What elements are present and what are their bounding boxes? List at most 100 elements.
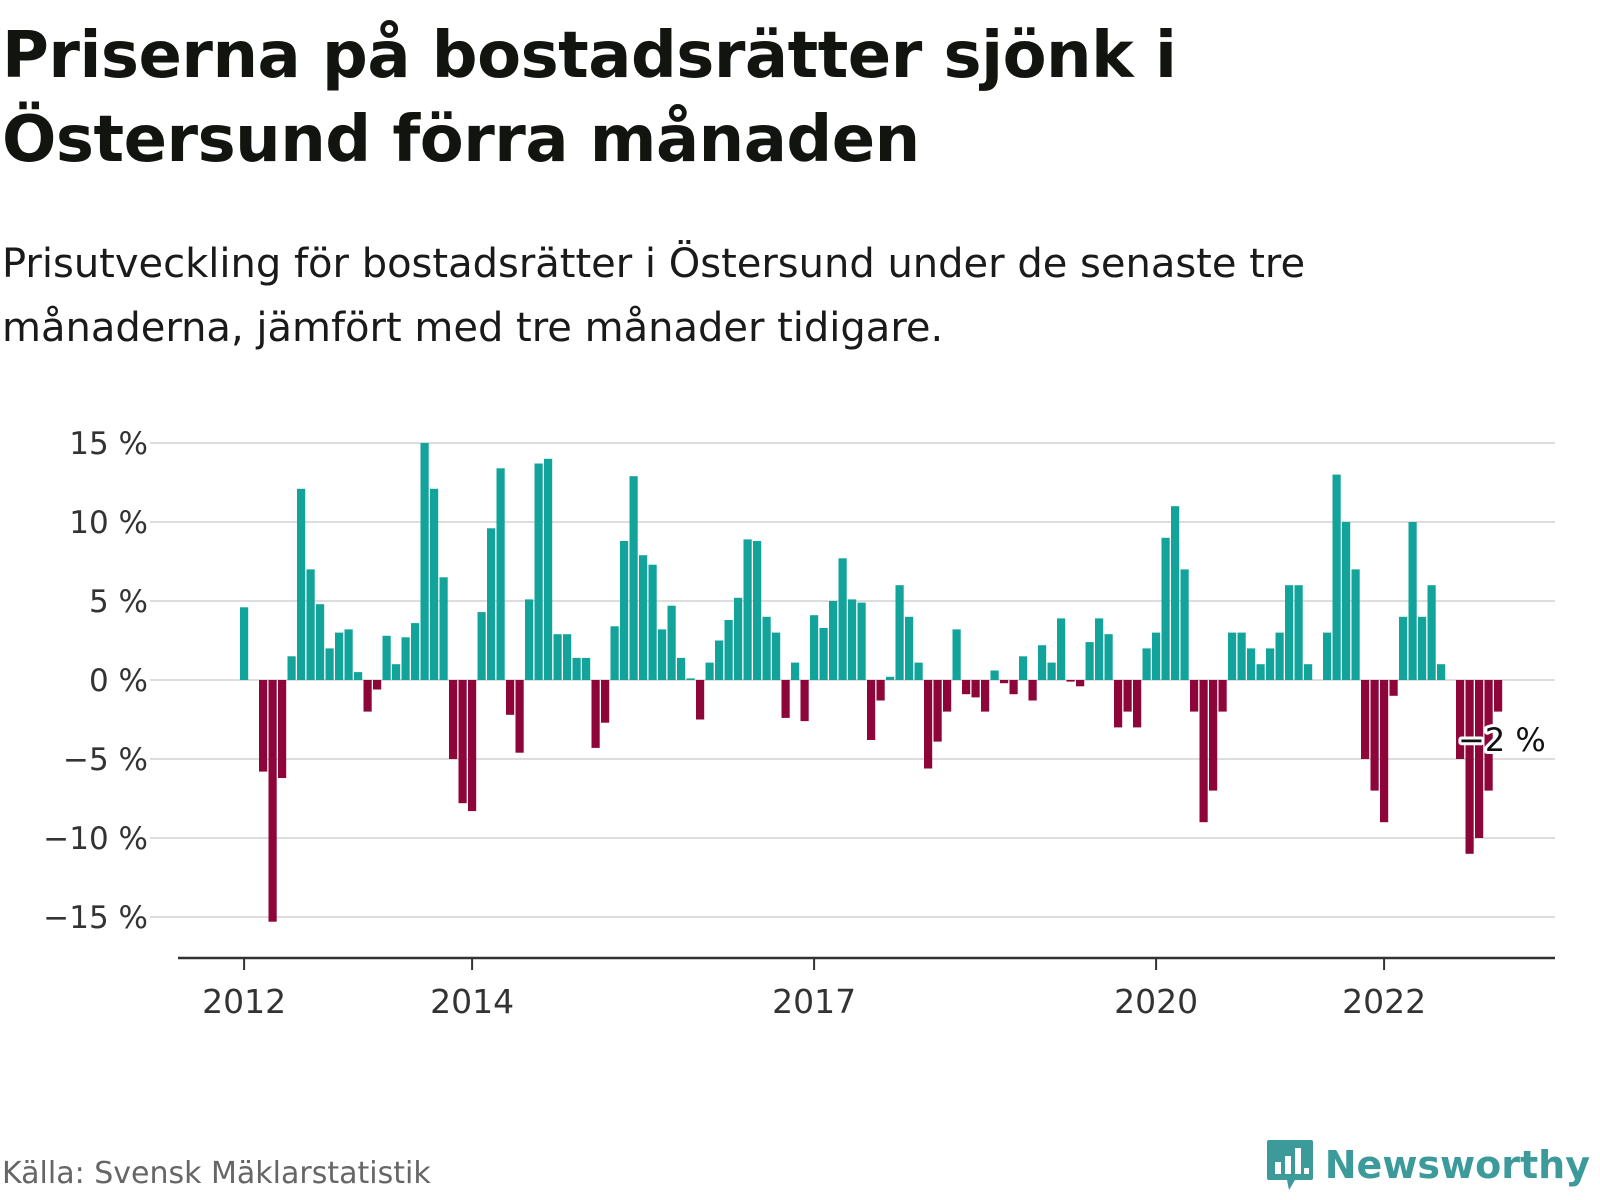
y-tick-label: 10 %	[69, 505, 148, 541]
bar	[658, 629, 667, 680]
bar	[268, 680, 277, 922]
bar	[743, 539, 752, 680]
bar	[468, 680, 477, 812]
bar	[639, 555, 648, 680]
bar	[515, 680, 524, 753]
y-tick-label: 15 %	[69, 426, 148, 462]
bar	[1000, 680, 1009, 684]
bar	[1399, 616, 1408, 680]
bar	[1066, 680, 1075, 682]
bar	[601, 680, 610, 723]
chart-subtitle: Prisutveckling för bostadsrätter i Öster…	[2, 241, 1306, 351]
y-tick-label: 5 %	[89, 584, 148, 620]
bar	[1266, 648, 1275, 680]
x-tick-label: 2020	[1114, 982, 1198, 1021]
brand-logo[interactable]: Newsworthy	[1265, 1138, 1590, 1192]
bar	[1009, 680, 1018, 695]
bar	[506, 680, 515, 715]
bar	[1218, 680, 1227, 712]
bar	[287, 656, 296, 680]
y-tick-label: −15 %	[43, 900, 148, 936]
bar	[1123, 680, 1132, 712]
bar	[496, 468, 505, 680]
bar	[1484, 680, 1493, 791]
bar	[544, 458, 553, 680]
x-axis: 2012 2014 2017 2020 2022	[178, 956, 1555, 1021]
y-tick-label: −5 %	[63, 742, 148, 778]
bar	[1161, 537, 1170, 680]
bar	[829, 601, 838, 680]
bar	[1456, 680, 1465, 759]
bar	[439, 577, 448, 680]
annotations: −2 %−2 %	[1455, 718, 1549, 762]
bar	[696, 680, 705, 720]
bar	[648, 564, 657, 680]
bar	[848, 599, 857, 680]
bar	[553, 634, 562, 680]
bar	[895, 585, 904, 680]
bar	[316, 604, 325, 680]
bar	[373, 680, 382, 690]
bar	[1380, 680, 1389, 823]
chart-title: Priserna på bostadsrätter sjönk i Östers…	[2, 19, 1177, 177]
bar	[1057, 618, 1066, 680]
bar	[1095, 618, 1104, 680]
y-tick-label: −10 %	[43, 821, 148, 857]
bar	[1171, 506, 1180, 680]
bar	[354, 672, 363, 680]
bar	[667, 605, 676, 680]
bar	[1133, 680, 1142, 728]
bar	[705, 662, 714, 680]
bar	[1247, 648, 1256, 680]
bar	[962, 680, 971, 695]
bar	[420, 443, 429, 680]
bar	[734, 597, 743, 680]
bar	[781, 680, 790, 718]
bar	[724, 620, 733, 680]
bar	[1475, 680, 1484, 838]
x-tick-label: 2022	[1342, 982, 1426, 1021]
bar	[981, 680, 990, 712]
bar	[1256, 664, 1265, 680]
x-tick-label: 2017	[772, 982, 856, 1021]
bar	[240, 607, 249, 680]
bar	[1199, 680, 1208, 823]
bar	[800, 680, 809, 722]
bar	[876, 680, 885, 701]
bar	[1408, 522, 1417, 680]
bar	[1437, 664, 1446, 680]
bar	[259, 680, 268, 772]
brand-name: Newsworthy	[1324, 1143, 1590, 1187]
bar	[1237, 632, 1246, 680]
bar	[914, 662, 923, 680]
bar	[1294, 585, 1303, 680]
bar	[1085, 642, 1094, 680]
x-tick-label: 2012	[202, 982, 286, 1021]
bar	[610, 626, 619, 680]
bar	[629, 476, 638, 680]
bar	[411, 623, 420, 680]
bar	[1190, 680, 1199, 712]
bar	[924, 680, 933, 769]
bar	[886, 676, 895, 680]
bar-chart-speech-bubble-icon	[1266, 1140, 1313, 1190]
bar	[971, 680, 980, 698]
bar	[943, 680, 952, 712]
x-tick-label: 2014	[430, 982, 514, 1021]
bar	[1342, 522, 1351, 680]
bar	[810, 615, 819, 680]
bar	[762, 616, 771, 680]
bar	[715, 640, 724, 680]
bar	[1028, 680, 1037, 701]
bar	[572, 657, 581, 680]
bar	[278, 680, 287, 778]
bar	[392, 664, 401, 680]
bar	[1465, 680, 1474, 854]
bar	[1152, 632, 1161, 680]
bar	[1494, 680, 1503, 712]
bar	[772, 632, 781, 680]
bar	[1076, 680, 1085, 687]
bar	[525, 599, 534, 680]
bar	[677, 657, 686, 680]
bar	[477, 612, 486, 680]
